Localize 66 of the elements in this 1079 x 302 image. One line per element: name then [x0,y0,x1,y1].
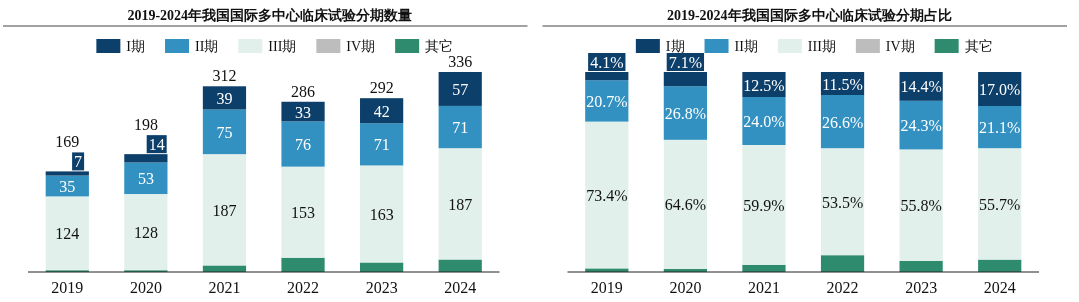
legend-label: I期 [126,39,146,54]
x-tick-label: 2019 [51,279,84,296]
legend-label: IV期 [885,39,915,54]
legend-label: 其它 [964,39,993,54]
data-label: 163 [369,205,394,223]
data-label: 75 [216,123,233,141]
data-label: 26.8% [664,105,707,122]
data-label: 4.1% [590,54,624,71]
data-label: 33 [295,103,312,121]
data-label: 42 [373,102,390,120]
x-tick-label: 2023 [905,279,938,296]
total-label: 292 [369,79,394,97]
data-label: 73.4% [586,187,628,204]
x-tick-label: 2022 [287,279,320,296]
x-tick-label: 2022 [826,279,859,296]
data-label: 71 [373,136,390,154]
x-tick-label: 2024 [983,279,1016,296]
data-label: 55.7% [979,195,1021,213]
legend-label: II期 [195,39,219,54]
total-label: 198 [133,116,158,134]
data-label: 53.5% [821,193,864,211]
chart-title: 2019-2024年我国国际多中心临床试验分期数量 [127,7,413,23]
data-label: 26.6% [821,113,864,131]
data-label: 124 [55,225,80,243]
data-label: 59.9% [743,196,785,214]
x-tick-label: 2023 [365,279,398,296]
total-label: 336 [448,53,473,70]
data-label: 187 [212,201,237,219]
data-label: 7.1% [668,54,703,71]
data-label: 187 [448,195,473,213]
total-label: 286 [291,82,316,100]
data-label: 53 [137,170,154,188]
x-tick-label: 2020 [129,279,162,296]
x-tick-label: 2024 [444,279,477,296]
data-label: 71 [452,119,469,137]
x-tick-label: 2019 [590,279,623,296]
data-label: 64.6% [664,196,707,214]
data-label: 14.4% [900,78,942,96]
data-label: 24.3% [900,117,942,135]
data-label: 24.0% [743,113,785,130]
data-label: 21.1% [979,119,1021,137]
data-label: 35 [59,177,76,195]
data-label: 20.7% [586,92,628,110]
legend-label: 其它 [425,39,454,54]
legend-label: I期 [665,39,685,54]
data-label: 153 [291,204,316,222]
data-label: 14 [148,136,165,154]
x-tick-label: 2021 [208,279,241,296]
legend-label: III期 [268,39,297,54]
legend-label: III期 [807,39,836,54]
chart-title: 2019-2024年我国国际多中心临床试验分期占比 [666,7,952,23]
data-label: 12.5% [743,76,785,94]
data-label: 11.5% [822,75,863,93]
x-tick-label: 2020 [669,279,702,296]
data-label: 39 [216,89,233,107]
data-label: 57 [452,80,469,98]
total-label: 169 [55,133,80,151]
data-label: 55.8% [900,197,942,215]
x-tick-label: 2021 [747,279,780,296]
data-label: 128 [133,224,158,242]
legend-label: II期 [734,39,758,54]
data-label: 7 [74,153,83,171]
legend-label: IV期 [346,39,376,54]
data-label: 76 [295,136,312,154]
total-label: 312 [212,67,237,85]
data-label: 17.0% [979,81,1021,98]
